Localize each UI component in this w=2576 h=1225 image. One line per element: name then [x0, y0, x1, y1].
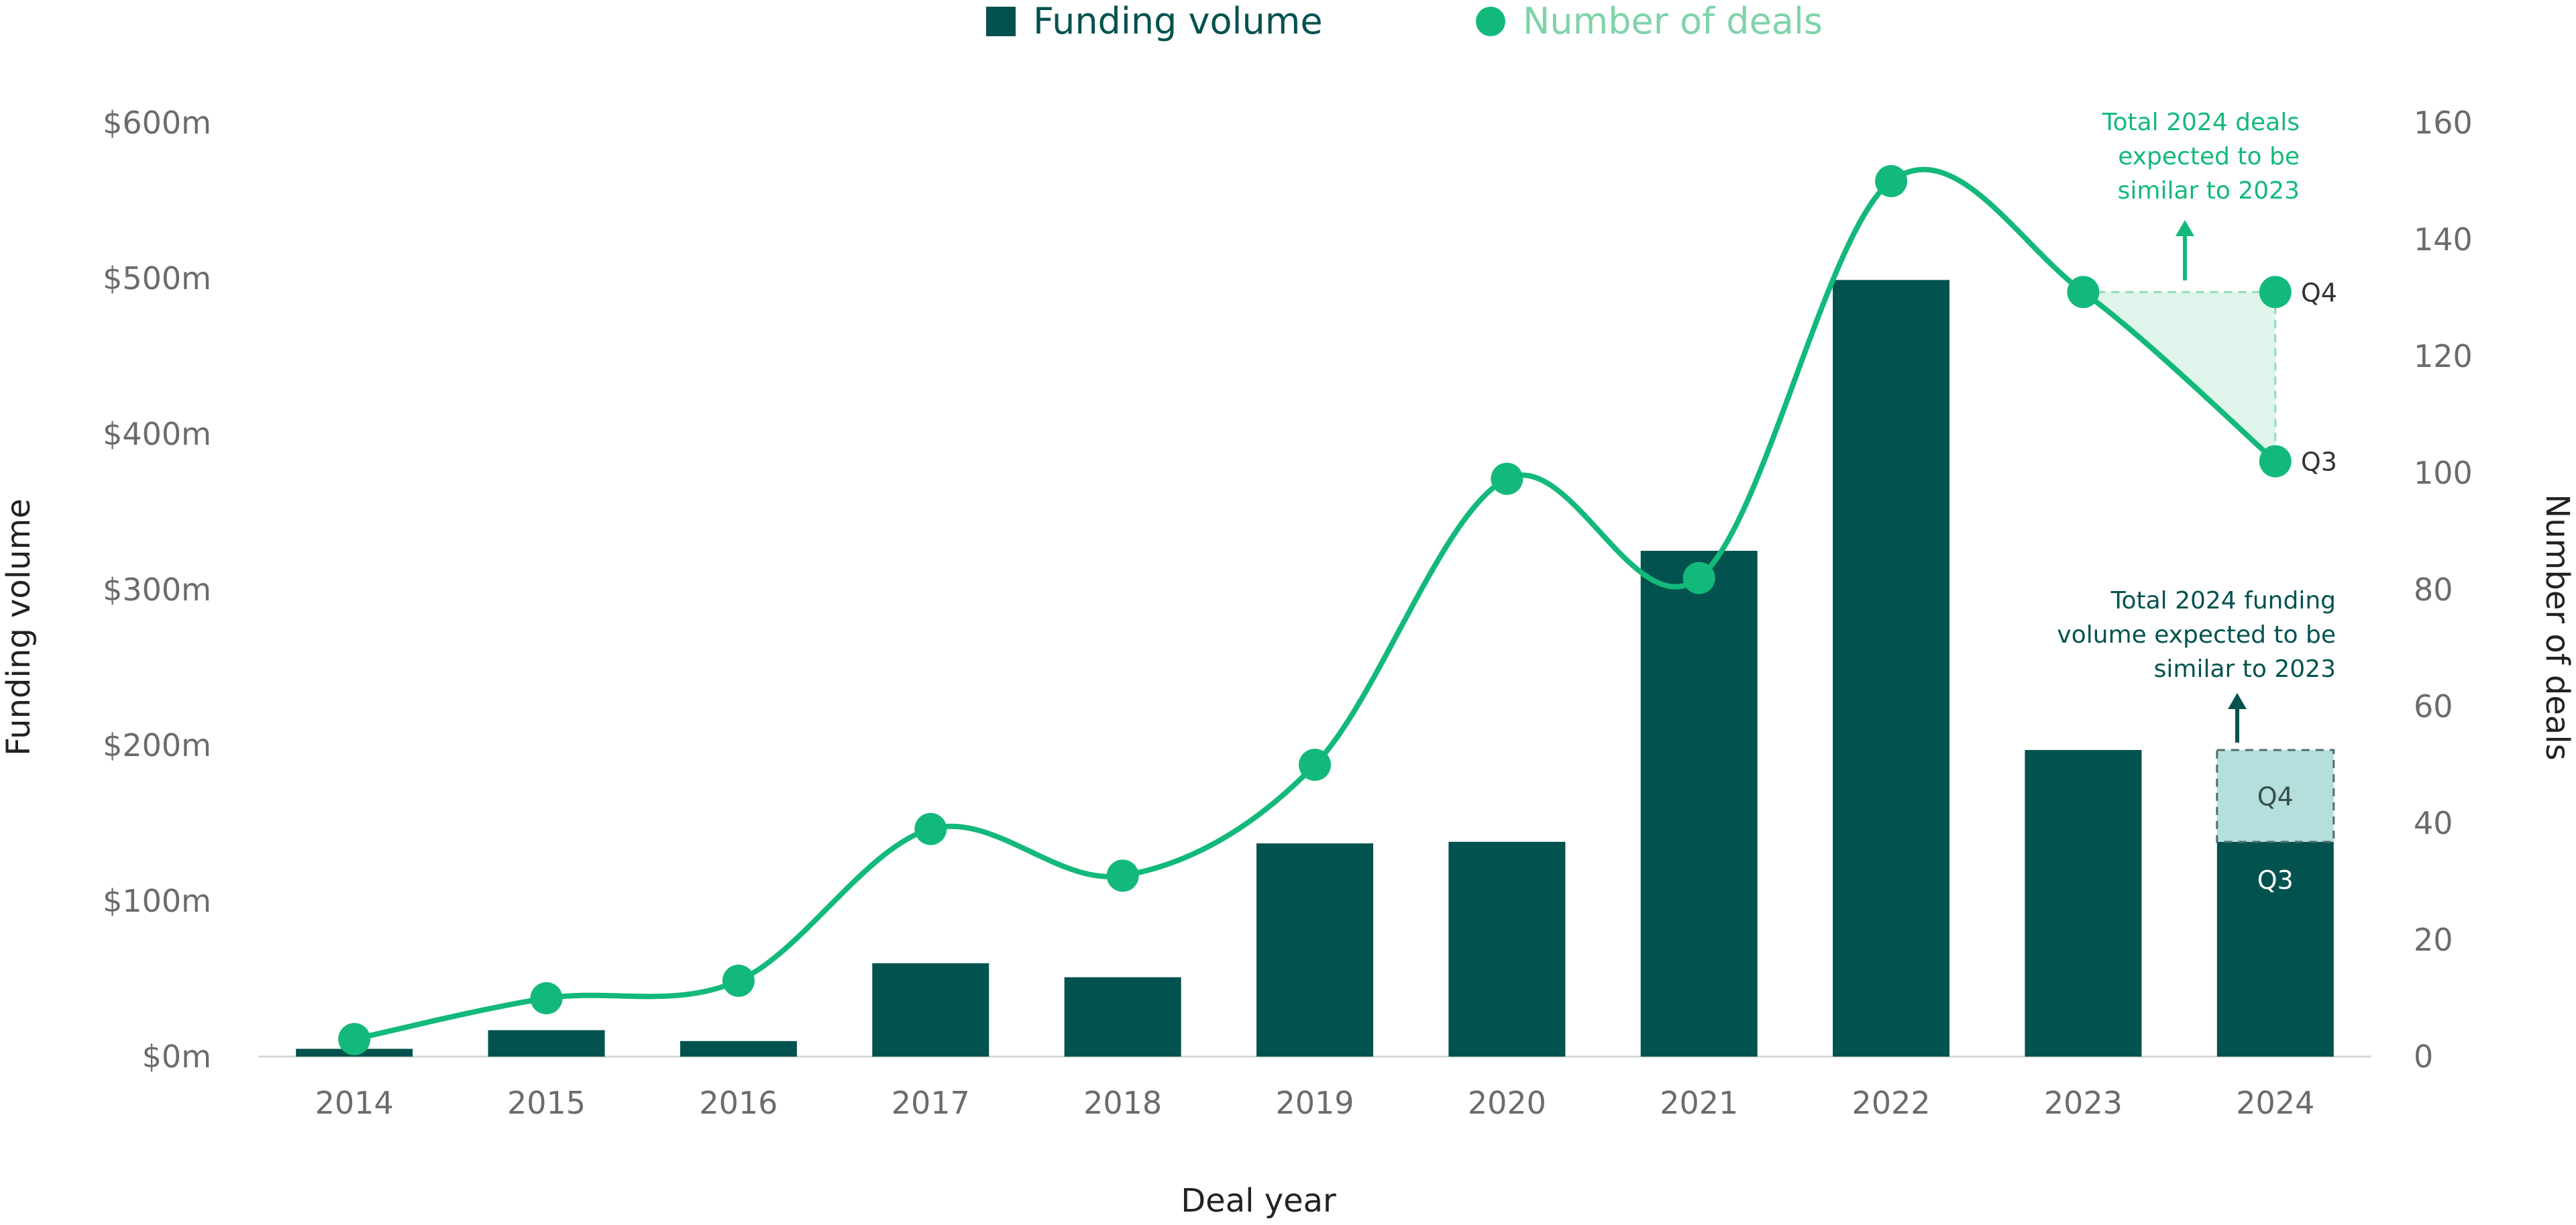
annotation-funding-line: volume expected to be — [2057, 621, 2336, 649]
legend-marker-number-of-deals — [1476, 7, 1505, 36]
annotation-deals-line: expected to be — [2118, 143, 2300, 170]
y2-tick-label: 120 — [2414, 338, 2473, 374]
y-tick-label: $300m — [103, 572, 211, 608]
point-number-of-deals — [1875, 165, 1908, 197]
bar-funding-volume — [2216, 841, 2334, 1057]
y-tick-label: $0m — [142, 1038, 211, 1075]
point-number-of-deals — [2067, 276, 2100, 309]
x-tick-label: 2024 — [2236, 1085, 2314, 1121]
x-tick-label: 2022 — [1852, 1085, 1931, 1121]
bar-funding-volume — [488, 1030, 605, 1057]
bar-funding-volume — [2025, 749, 2142, 1057]
y-tick-label: $600m — [103, 105, 211, 141]
x-tick-label: 2014 — [315, 1085, 394, 1121]
annotation-funding-line: similar to 2023 — [2154, 655, 2336, 683]
y2-tick-label: 0 — [2414, 1038, 2433, 1075]
point-number-of-deals — [1299, 749, 1331, 781]
annotation-deals-line: similar to 2023 — [2118, 177, 2300, 205]
annotation-funding-line: Total 2024 funding — [2110, 587, 2336, 615]
x-tick-label: 2023 — [2044, 1085, 2123, 1121]
x-tick-label: 2018 — [1083, 1085, 1162, 1121]
x-tick-label: 2019 — [1275, 1085, 1354, 1121]
bar-funding-volume — [1833, 280, 1950, 1057]
bar-funding-volume — [1256, 843, 1373, 1057]
bar-q3-label: Q3 — [2257, 865, 2294, 895]
y2-axis-title: Number of deals — [2538, 494, 2576, 760]
y2-tick-label: 40 — [2414, 805, 2453, 841]
deals-q4-label: Q4 — [2301, 278, 2337, 307]
legend-marker-funding-volume — [986, 7, 1016, 36]
x-axis-title: Deal year — [1181, 1182, 1336, 1220]
deals-q3-label: Q3 — [2301, 447, 2337, 477]
y-tick-label: $100m — [103, 883, 211, 919]
point-deals-q4-projection — [2259, 276, 2292, 309]
point-number-of-deals — [722, 964, 755, 997]
y2-tick-label: 80 — [2414, 572, 2453, 608]
legend-label-funding-volume: Funding volume — [1033, 0, 1323, 42]
y-tick-label: $500m — [103, 260, 211, 297]
annotation-deals-arrow-head — [2176, 220, 2194, 236]
y2-tick-label: 100 — [2414, 455, 2473, 491]
x-tick-label: 2020 — [1468, 1085, 1546, 1121]
y2-tick-label: 20 — [2414, 922, 2453, 958]
point-number-of-deals — [338, 1022, 371, 1055]
y-tick-label: $400m — [103, 416, 211, 452]
y-axis-title: Funding volume — [0, 498, 38, 756]
x-tick-label: 2016 — [699, 1085, 777, 1121]
bar-funding-volume — [872, 963, 989, 1057]
y2-tick-label: 60 — [2414, 688, 2453, 725]
x-tick-label: 2015 — [507, 1085, 586, 1121]
point-number-of-deals — [1106, 859, 1139, 892]
bar-funding-volume — [680, 1041, 797, 1057]
y2-tick-label: 160 — [2414, 105, 2473, 141]
point-number-of-deals — [2259, 445, 2292, 478]
annotation-deals-line: Total 2024 deals — [2102, 109, 2300, 136]
bar-projection-q4 — [2216, 749, 2335, 843]
legend-label-number-of-deals: Number of deals — [1523, 0, 1823, 42]
point-number-of-deals — [1491, 462, 1523, 495]
bar-funding-volume — [1448, 841, 1566, 1057]
y2-tick-label: 140 — [2414, 221, 2473, 258]
bar-q4-label: Q4 — [2257, 782, 2294, 811]
x-tick-label: 2021 — [1660, 1085, 1738, 1121]
point-number-of-deals — [914, 812, 947, 845]
point-number-of-deals — [530, 982, 563, 1014]
y-tick-label: $200m — [103, 727, 211, 763]
bar-funding-volume — [1064, 977, 1181, 1057]
bar-funding-volume — [1640, 551, 1758, 1057]
annotation-funding-arrow-head — [2228, 693, 2247, 709]
point-number-of-deals — [1682, 562, 1715, 594]
x-tick-label: 2017 — [892, 1085, 970, 1121]
